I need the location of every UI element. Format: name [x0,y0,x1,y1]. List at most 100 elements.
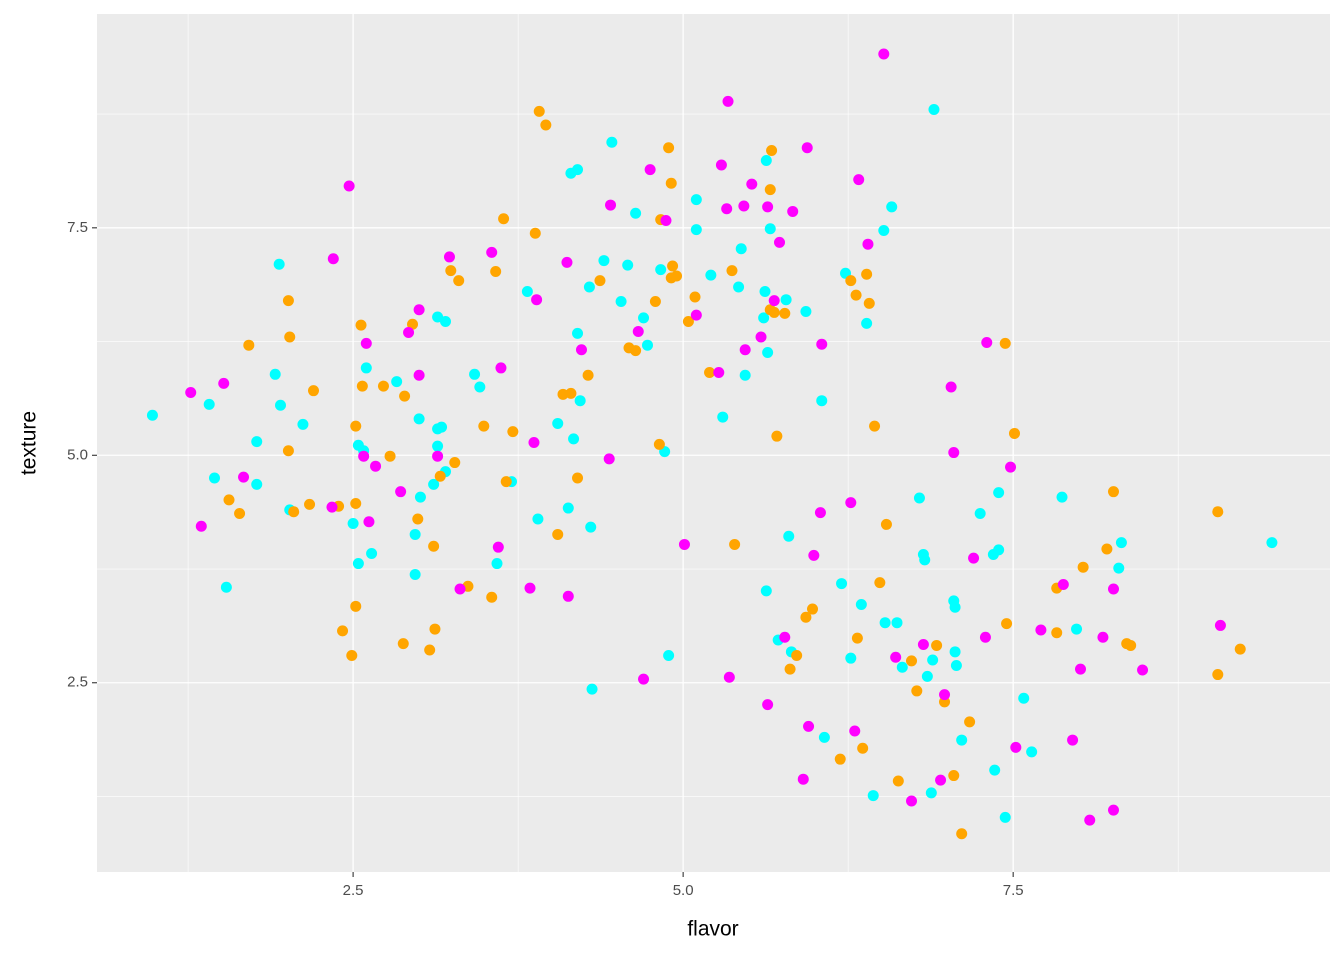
point [1074,663,1086,675]
point [869,420,881,432]
point [759,286,771,298]
point [208,472,220,484]
point [758,312,770,324]
point [1113,562,1125,574]
point [886,201,898,213]
point [892,775,904,787]
point [424,644,436,656]
point [949,601,961,613]
point [346,649,358,661]
point [531,294,543,306]
point [603,453,615,465]
point [407,318,419,330]
point [350,498,362,510]
point [649,296,661,308]
point [562,502,574,514]
point [360,337,372,349]
point [540,119,552,131]
point [1071,623,1083,635]
point [911,685,923,697]
point [574,395,586,407]
point [931,639,943,651]
point [949,646,961,658]
point [1056,491,1068,503]
point [1077,561,1089,573]
point [861,268,873,280]
point [851,632,863,644]
point [355,319,367,331]
point [453,275,465,287]
point [269,368,281,380]
point [529,227,541,239]
point [921,670,933,682]
point [403,326,415,338]
point [586,683,598,695]
point [297,418,309,430]
point [528,437,540,449]
point [999,811,1011,823]
point [855,599,867,611]
point [964,716,976,728]
point [974,508,986,520]
point [818,731,830,743]
point [284,331,296,343]
point [762,699,774,711]
point [667,260,679,272]
point [1107,583,1119,595]
point [729,538,741,550]
point [1266,537,1278,549]
point [950,659,962,671]
point [632,326,644,338]
point [498,213,510,225]
point [746,178,758,190]
point [760,585,772,597]
point [478,420,490,432]
point [999,337,1011,349]
point [845,275,857,287]
point [304,498,316,510]
point [738,200,750,212]
point [925,787,937,799]
point [395,486,407,498]
point [762,201,774,213]
point [764,223,776,235]
point [366,548,378,560]
point [524,582,536,594]
point [784,663,796,675]
point [391,376,403,388]
point [606,136,618,148]
point [968,552,980,564]
point [562,590,574,602]
point [927,654,939,666]
point [671,270,683,282]
point [308,385,320,397]
point [663,649,675,661]
y-tick-label: 7.5 [67,219,88,236]
point [326,501,338,513]
point [500,476,512,488]
point [363,516,375,528]
point [350,420,362,432]
point [409,528,421,540]
point [874,577,886,589]
y-tick-label: 2.5 [67,674,88,691]
point [575,344,587,356]
point [917,639,929,651]
point [234,508,246,520]
point [653,438,665,450]
point [787,205,799,217]
point [1125,639,1137,651]
point [454,583,466,595]
point [223,494,235,506]
point [432,450,444,462]
point [739,369,751,381]
point [582,369,594,381]
point [755,331,767,343]
point [801,142,813,154]
point [1214,619,1226,631]
point [803,720,815,732]
point [605,199,617,211]
point [857,742,869,754]
point [1051,627,1063,639]
point [890,651,902,663]
